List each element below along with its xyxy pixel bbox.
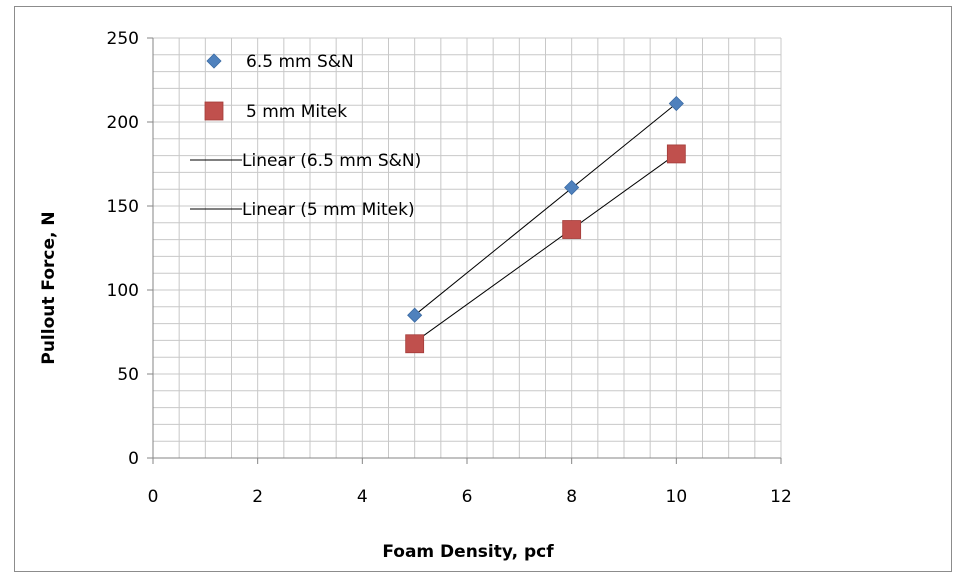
legend-marker-2 bbox=[204, 101, 224, 121]
x-tick-label: 2 bbox=[252, 487, 263, 507]
x-tick-label: 6 bbox=[462, 487, 473, 507]
axes bbox=[147, 37, 782, 464]
y-tick-label: 250 bbox=[107, 29, 139, 49]
x-tick-label: 12 bbox=[770, 487, 792, 507]
legend: 6.5 mm S&N 5 mm Mitek Linear (6.5 mm S&N) L… bbox=[190, 52, 421, 220]
data-marks bbox=[405, 95, 686, 354]
legend-marker-1 bbox=[206, 53, 222, 69]
series-1-point bbox=[668, 95, 684, 112]
grid bbox=[152, 37, 782, 459]
legend-trendline-label-1: Linear (6.5 mm S&N) bbox=[242, 151, 421, 171]
legend-label-1: 6.5 mm S&N bbox=[246, 52, 354, 72]
series-2-point bbox=[666, 144, 686, 164]
series-1-point bbox=[407, 307, 423, 323]
y-tick-label: 200 bbox=[107, 113, 139, 133]
trendlines bbox=[414, 103, 677, 343]
series-2-point bbox=[405, 334, 425, 354]
y-tick-label: 0 bbox=[128, 449, 139, 469]
x-axis-title: Foam Density, pcf bbox=[382, 542, 554, 562]
y-tick-label: 100 bbox=[107, 281, 139, 301]
legend-label-2: 5 mm Mitek bbox=[246, 102, 347, 122]
y-tick-label: 150 bbox=[107, 197, 139, 217]
series-1-point bbox=[564, 179, 580, 196]
series-2-point bbox=[562, 220, 582, 239]
x-tick-label: 0 bbox=[148, 487, 159, 507]
x-tick-label: 10 bbox=[666, 487, 688, 507]
x-tick-label: 8 bbox=[566, 487, 577, 507]
tick-labels: 0 50 100 150 200 250 0 2 4 6 8 10 12 bbox=[107, 29, 792, 507]
y-axis-title: Pullout Force, N bbox=[39, 211, 59, 364]
y-tick-label: 50 bbox=[117, 365, 139, 385]
trendline-2 bbox=[414, 153, 677, 343]
x-tick-label: 4 bbox=[357, 487, 368, 507]
legend-trendline-label-2: Linear (5 mm Mitek) bbox=[242, 200, 415, 220]
chart-frame bbox=[14, 6, 952, 572]
trendline-1 bbox=[414, 103, 677, 316]
